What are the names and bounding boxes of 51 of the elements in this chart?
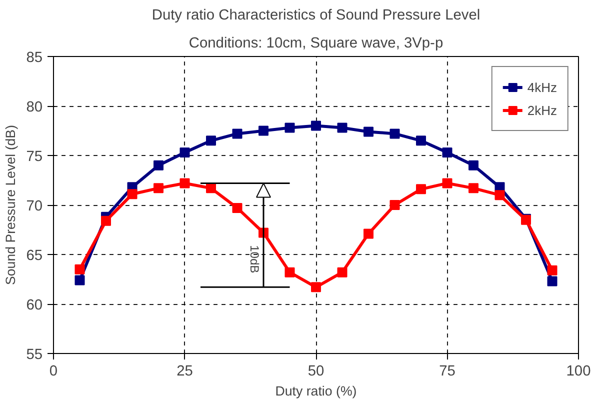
point [468, 183, 478, 194]
x-tick-label: 50 [308, 364, 324, 380]
point [101, 216, 111, 226]
point [416, 184, 426, 194]
point [364, 126, 374, 137]
x-axis-title: Duty ratio (%) [275, 384, 357, 398]
y-tick-label: 65 [26, 248, 43, 264]
point [468, 160, 478, 170]
point [232, 128, 242, 139]
point [127, 189, 138, 200]
point [180, 148, 190, 158]
y-axis-title: Sound Pressure Level (dB) [3, 124, 18, 286]
point [390, 128, 400, 139]
point [390, 200, 400, 210]
point [74, 264, 85, 274]
point [258, 126, 268, 136]
y-tick-label: 80 [26, 100, 43, 116]
legend-label: 4kHz [527, 80, 557, 94]
point [547, 276, 558, 286]
point [416, 136, 426, 146]
point [494, 190, 505, 200]
point [232, 202, 242, 213]
point [74, 275, 85, 286]
x-tick-label: 75 [439, 364, 456, 380]
point [337, 122, 348, 133]
point [364, 228, 374, 239]
point [206, 136, 216, 146]
point [154, 183, 164, 194]
x-tick-label: 25 [176, 364, 193, 380]
point [311, 282, 321, 292]
chart-title: Duty ratio Characteristics of Sound Pressure Level [152, 8, 480, 24]
point [547, 265, 558, 276]
y-tick-label: 85 [26, 50, 43, 66]
point [442, 148, 452, 158]
point [284, 122, 295, 133]
y-tick-label: 70 [26, 198, 43, 214]
point [206, 183, 216, 194]
legend-label: 2kHz [527, 102, 557, 118]
point [337, 267, 348, 278]
point [154, 160, 164, 170]
x-tick-label: 0 [49, 364, 58, 380]
y-tick-label: 55 [26, 347, 43, 363]
chart-subtitle: Conditions: 10cm, Square wave, 3Vp-p [188, 36, 444, 52]
point [284, 267, 295, 278]
point [180, 178, 190, 188]
point [442, 178, 452, 188]
annotation: 10dB [248, 245, 262, 274]
y-tick-label: 60 [26, 298, 43, 314]
x-tick-label: 100 [566, 364, 591, 380]
y-tick-label: 75 [26, 149, 43, 165]
point [311, 120, 321, 131]
